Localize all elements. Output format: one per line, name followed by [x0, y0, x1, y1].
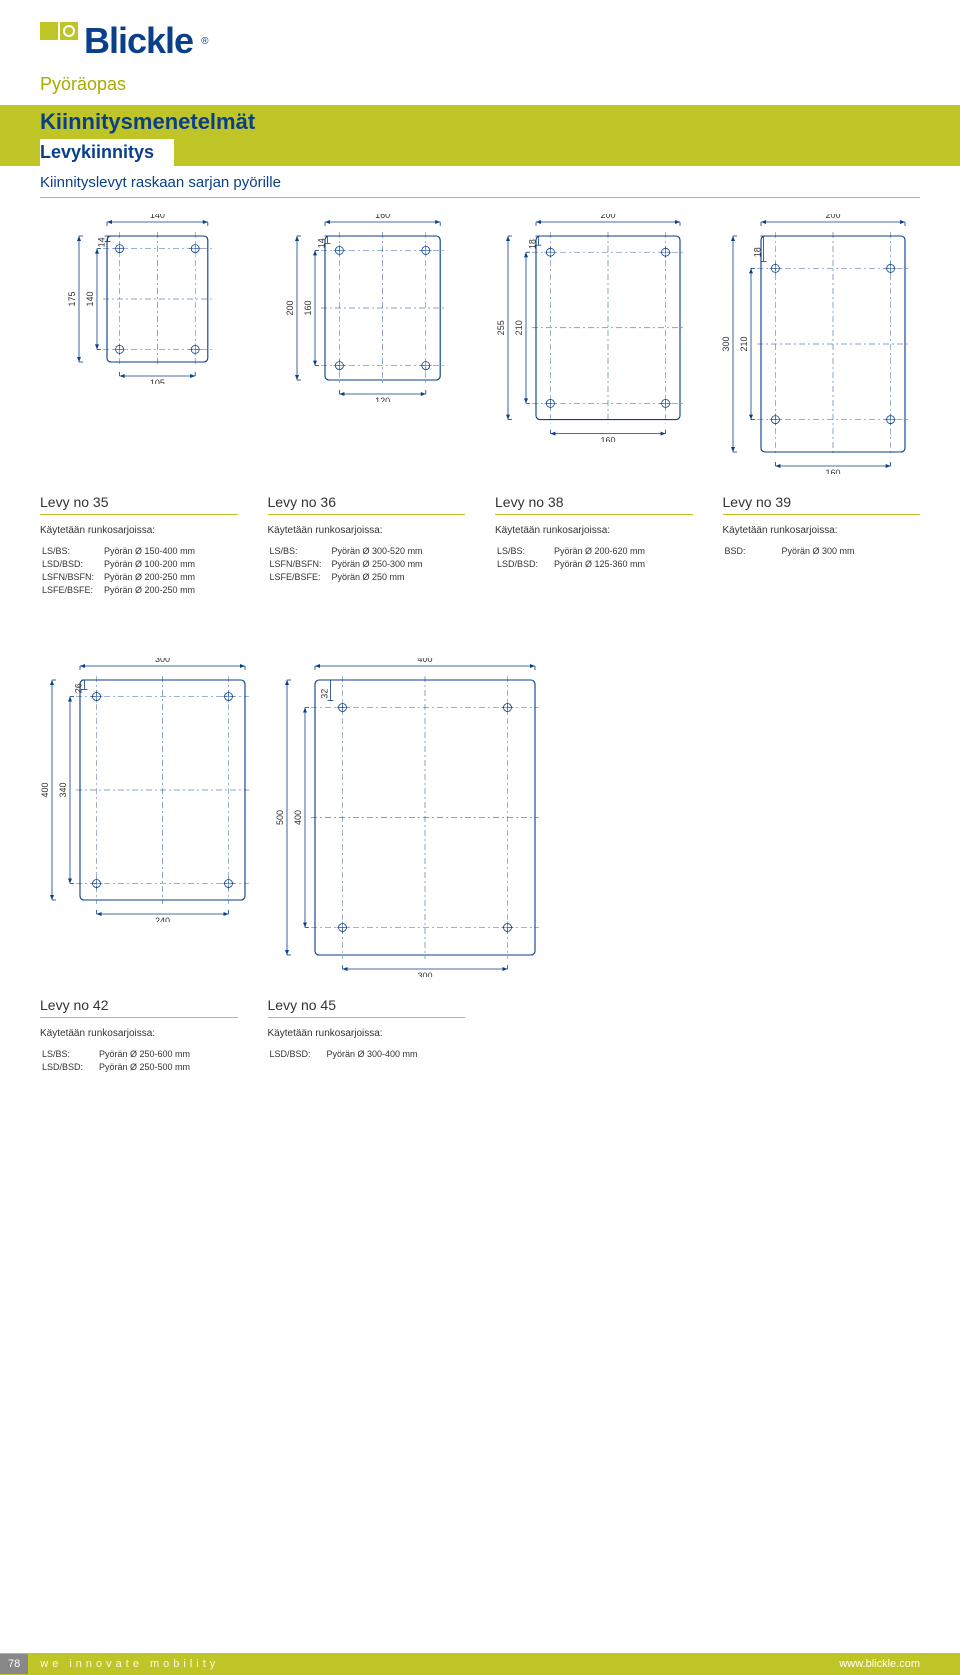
- table-row: LSFE/BSFE:Pyörän Ø 200-250 mm: [42, 585, 203, 596]
- svg-text:300: 300: [155, 658, 170, 664]
- svg-text:140: 140: [150, 214, 165, 220]
- svg-text:400: 400: [40, 782, 50, 797]
- svg-text:210: 210: [514, 320, 524, 335]
- spec-col-p45: Levy no 45 Käytetään runkosarjoissa: LSD/B…: [268, 997, 466, 1075]
- used-label: Käytetään runkosarjoissa:: [40, 525, 238, 536]
- specs-row-bottom: Levy no 42 Käytetään runkosarjoissa: LS/BS…: [40, 997, 920, 1075]
- svg-text:105: 105: [150, 378, 165, 384]
- plate-diagram: 200 160 255 210: [496, 214, 690, 442]
- plates-row-bottom: 300 240 400 340: [40, 658, 920, 977]
- spec-col-p39: Levy no 39 Käytetään runkosarjoissa: BSD:P…: [723, 494, 921, 598]
- table-row: LSFE/BSFE:Pyörän Ø 250 mm: [270, 572, 431, 583]
- spec-table: LS/BS:Pyörän Ø 300-520 mm LSFN/BSFN:Pyörä…: [268, 544, 433, 585]
- footer-url: www.blickle.com: [839, 1658, 920, 1670]
- plate-title: Levy no 42: [40, 997, 238, 1018]
- svg-text:200: 200: [825, 214, 840, 220]
- table-row: LS/BS:Pyörän Ø 200-620 mm: [497, 546, 653, 557]
- heading-text: Kiinnitysmenetelmät: [40, 109, 255, 134]
- svg-text:18: 18: [527, 239, 537, 249]
- spec-col-p36: Levy no 36 Käytetään runkosarjoissa: LS/BS…: [268, 494, 466, 598]
- table-row: LSD/BSD:Pyörän Ø 125-360 mm: [497, 559, 653, 570]
- svg-text:26: 26: [74, 683, 84, 693]
- table-row: LS/BS:Pyörän Ø 150-400 mm: [42, 546, 203, 557]
- subtitle: Kiinnityslevyt raskaan sarjan pyörille: [40, 166, 920, 198]
- used-label: Käytetään runkosarjoissa:: [268, 1028, 466, 1039]
- logo-mark-icon: [40, 22, 78, 60]
- plate-p39: 200 160 300 210: [715, 214, 920, 474]
- svg-text:200: 200: [600, 214, 615, 220]
- spec-table: LS/BS:Pyörän Ø 150-400 mm LSD/BSD:Pyörän …: [40, 544, 205, 598]
- spec-col-p42: Levy no 42 Käytetään runkosarjoissa: LS/BS…: [40, 997, 238, 1075]
- used-label: Käytetään runkosarjoissa:: [268, 525, 466, 536]
- plate-title: Levy no 45: [268, 997, 466, 1018]
- svg-text:300: 300: [721, 336, 731, 351]
- table-row: BSD:Pyörän Ø 300 mm: [725, 546, 863, 557]
- svg-text:160: 160: [303, 300, 313, 315]
- spec-table: LSD/BSD:Pyörän Ø 300-400 mm: [268, 1047, 428, 1062]
- table-row: LSD/BSD:Pyörän Ø 100-200 mm: [42, 559, 203, 570]
- svg-text:240: 240: [155, 916, 170, 922]
- plates-row-top: 140 105 175 140: [40, 214, 920, 474]
- svg-text:300: 300: [417, 971, 432, 977]
- svg-text:32: 32: [320, 689, 330, 699]
- table-row: LS/BS:Pyörän Ø 250-600 mm: [42, 1049, 198, 1060]
- svg-text:160: 160: [375, 214, 390, 220]
- footer-tagline: we innovate mobility: [40, 1658, 219, 1670]
- svg-text:500: 500: [275, 810, 285, 825]
- used-label: Käytetään runkosarjoissa:: [723, 525, 921, 536]
- table-row: LSD/BSD:Pyörän Ø 300-400 mm: [270, 1049, 426, 1060]
- plate-title: Levy no 39: [723, 494, 921, 515]
- specs-row-top: Levy no 35 Käytetään runkosarjoissa: LS/BS…: [40, 494, 920, 598]
- svg-text:340: 340: [58, 782, 68, 797]
- plate-title: Levy no 36: [268, 494, 466, 515]
- plate-diagram: 300 240 400 340: [40, 658, 255, 922]
- svg-text:160: 160: [825, 468, 840, 474]
- plate-diagram: 160 120 200 160: [285, 214, 450, 402]
- plate-title: Levy no 38: [495, 494, 693, 515]
- spec-col-p35: Levy no 35 Käytetään runkosarjoissa: LS/BS…: [40, 494, 238, 598]
- plate-p36: 160 120 200 160: [265, 214, 470, 474]
- plate-diagram: 140 105 175 140: [67, 214, 218, 384]
- spec-col-p38: Levy no 38 Käytetään runkosarjoissa: LS/BS…: [495, 494, 693, 598]
- plate-p35: 140 105 175 140: [40, 214, 245, 474]
- page-footer: 78 we innovate mobility www.blickle.com: [0, 1653, 960, 1675]
- svg-text:255: 255: [496, 320, 506, 335]
- table-row: LS/BS:Pyörän Ø 300-520 mm: [270, 546, 431, 557]
- svg-text:160: 160: [600, 436, 615, 442]
- svg-text:210: 210: [739, 336, 749, 351]
- registered-icon: ®: [201, 36, 208, 47]
- svg-text:400: 400: [417, 658, 432, 664]
- svg-text:14: 14: [316, 238, 326, 248]
- table-row: LSD/BSD:Pyörän Ø 250-500 mm: [42, 1062, 198, 1073]
- subheading-bar: Levykiinnitys: [0, 139, 960, 166]
- plate-diagram: 400 300 500 400: [275, 658, 545, 977]
- svg-text:18: 18: [752, 247, 762, 257]
- logo-text: Blickle: [84, 20, 193, 62]
- plate-title: Levy no 35: [40, 494, 238, 515]
- svg-text:175: 175: [67, 291, 77, 306]
- brand-logo: Blickle ®: [40, 0, 920, 74]
- subheading: Levykiinnitys: [40, 139, 174, 166]
- spec-table: LS/BS:Pyörän Ø 200-620 mm LSD/BSD:Pyörän …: [495, 544, 655, 572]
- spec-table: LS/BS:Pyörän Ø 250-600 mm LSD/BSD:Pyörän …: [40, 1047, 200, 1075]
- svg-text:200: 200: [285, 300, 295, 315]
- table-row: LSFN/BSFN:Pyörän Ø 250-300 mm: [270, 559, 431, 570]
- plate-p38: 200 160 255 210: [490, 214, 695, 474]
- plate-p42: 300 240 400 340: [40, 658, 255, 977]
- heading: Kiinnitysmenetelmät: [0, 105, 960, 139]
- plate-diagram: 200 160 300 210: [721, 214, 915, 474]
- used-label: Käytetään runkosarjoissa:: [40, 1028, 238, 1039]
- page-number: 78: [0, 1654, 28, 1674]
- svg-text:120: 120: [375, 396, 390, 402]
- svg-text:14: 14: [97, 237, 107, 247]
- used-label: Käytetään runkosarjoissa:: [495, 525, 693, 536]
- svg-text:140: 140: [85, 291, 95, 306]
- table-row: LSFN/BSFN:Pyörän Ø 200-250 mm: [42, 572, 203, 583]
- section-title: Pyöräopas: [40, 74, 920, 95]
- svg-text:400: 400: [293, 810, 303, 825]
- spec-table: BSD:Pyörän Ø 300 mm: [723, 544, 865, 559]
- plate-p45: 400 300 500 400: [275, 658, 545, 977]
